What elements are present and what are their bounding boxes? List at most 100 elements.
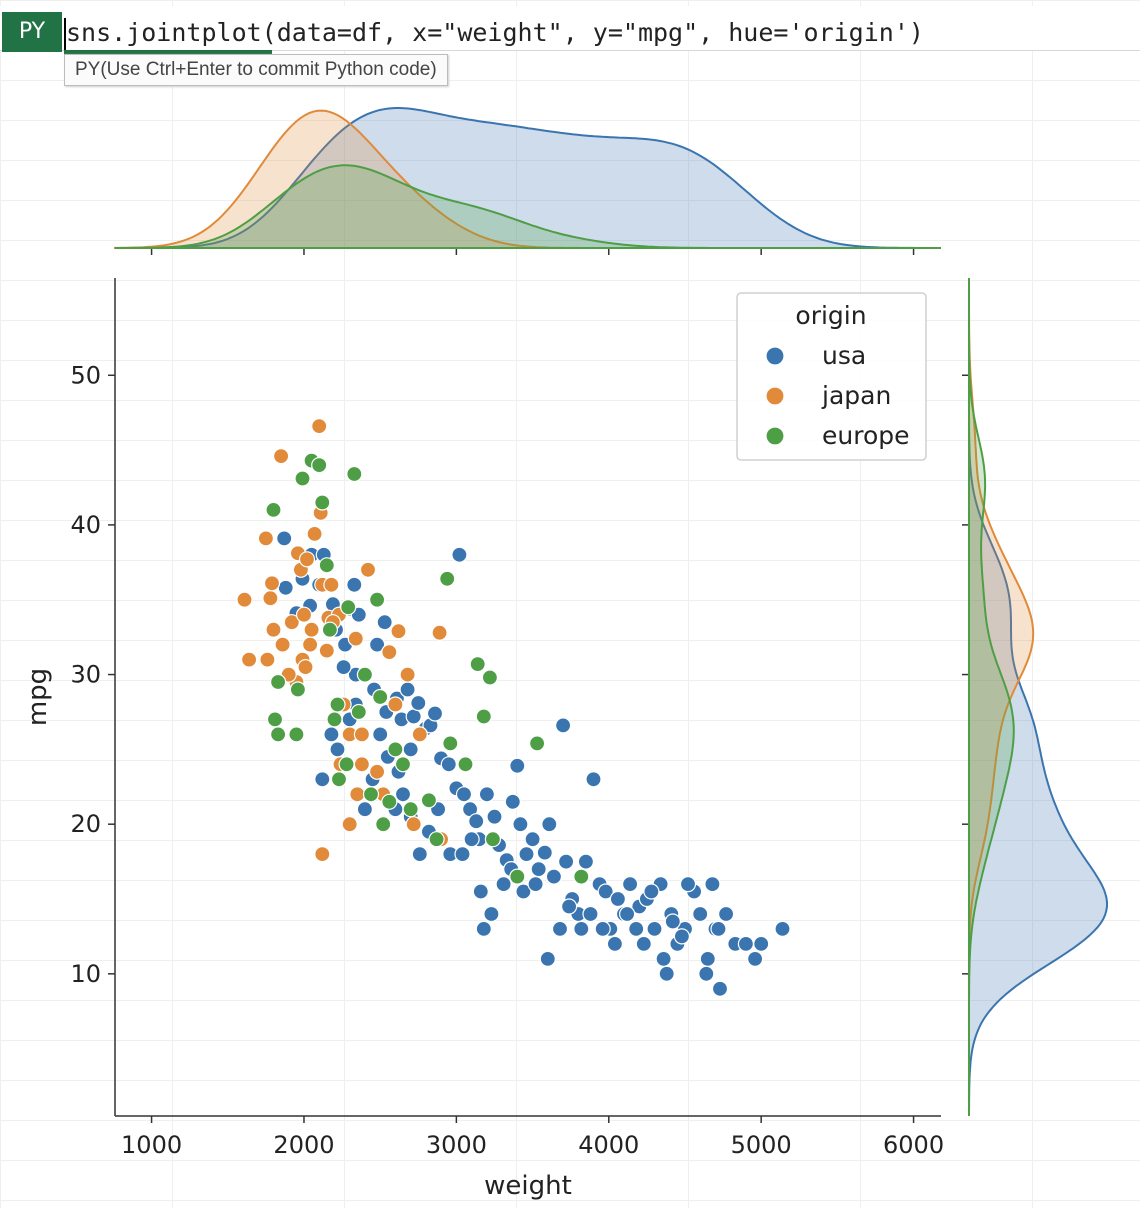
scatter-point-usa bbox=[472, 883, 489, 900]
y-axis-label: mpg bbox=[23, 668, 53, 726]
scatter-point-europe bbox=[439, 570, 456, 587]
scatter-point-usa bbox=[509, 757, 526, 774]
y-tick-label: 40 bbox=[70, 511, 101, 539]
python-code-input[interactable]: sns.jointplot(data=df, x="weight", y="mp… bbox=[66, 18, 924, 47]
scatter-point-japan bbox=[274, 636, 291, 653]
scatter-point-japan bbox=[353, 726, 370, 743]
scatter-point-japan bbox=[349, 786, 366, 803]
y-tick-label: 50 bbox=[70, 361, 101, 389]
python-mode-badge[interactable]: PY bbox=[2, 12, 62, 52]
scatter-point-usa bbox=[504, 793, 521, 810]
scatter-point-usa bbox=[655, 950, 672, 968]
scatter-point-usa bbox=[664, 913, 681, 930]
scatter-point-europe bbox=[484, 831, 501, 848]
y-tick-label: 30 bbox=[70, 661, 101, 689]
text-caret bbox=[64, 18, 66, 50]
legend-title: origin bbox=[795, 301, 866, 330]
scatter-point-usa bbox=[451, 546, 468, 563]
scatter-point-japan bbox=[405, 816, 422, 833]
scatter-point-japan bbox=[241, 651, 258, 668]
scatter-point-usa bbox=[335, 658, 352, 676]
scatter-point-usa bbox=[440, 756, 457, 773]
scatter-point-usa bbox=[411, 845, 428, 863]
legend-marker-usa bbox=[765, 346, 785, 366]
scatter-point-usa bbox=[399, 681, 416, 698]
scatter-point-usa bbox=[560, 898, 578, 915]
scatter-point-usa bbox=[426, 705, 444, 722]
scatter-point-japan bbox=[318, 642, 335, 659]
top-kde-europe bbox=[115, 164, 941, 249]
scatter-point-usa bbox=[276, 530, 293, 547]
scatter-point-japan bbox=[381, 643, 398, 661]
scatter-point-usa bbox=[557, 853, 575, 870]
scatter-point-japan bbox=[259, 651, 276, 668]
scatter-point-europe bbox=[314, 494, 331, 511]
scatter-point-usa bbox=[679, 875, 697, 893]
scatter-point-europe bbox=[375, 816, 392, 833]
scatter-point-japan bbox=[411, 726, 428, 743]
scatter-point-usa bbox=[277, 579, 294, 596]
scatter-point-japan bbox=[262, 590, 279, 607]
legend-marker-europe bbox=[765, 426, 785, 446]
scatter-point-japan bbox=[283, 614, 300, 631]
scatter-point-usa bbox=[692, 905, 709, 923]
scatter-point-usa bbox=[530, 860, 547, 878]
y-tick-label: 10 bbox=[70, 960, 101, 988]
scatter-point-usa bbox=[573, 920, 590, 938]
scatter-point-usa bbox=[635, 935, 652, 953]
scatter-point-europe bbox=[369, 591, 386, 608]
scatter-point-europe bbox=[381, 793, 398, 810]
scatter-point-usa bbox=[594, 920, 611, 938]
scatter-point-usa bbox=[346, 576, 363, 593]
scatter-point-usa bbox=[512, 816, 529, 833]
scatter-point-japan bbox=[236, 591, 253, 608]
scatter-point-europe bbox=[350, 703, 367, 721]
scatter-point-usa bbox=[673, 928, 691, 945]
scatter-point-usa bbox=[609, 890, 627, 908]
scatter-point-japan bbox=[353, 756, 370, 773]
scatter-point-europe bbox=[469, 655, 486, 673]
scatter-point-japan bbox=[314, 845, 331, 863]
scatter-point-usa bbox=[577, 853, 595, 870]
scatter-point-usa bbox=[711, 980, 729, 997]
scatter-point-europe bbox=[356, 666, 373, 683]
y-tick-label: 20 bbox=[70, 810, 101, 838]
scatter-point-usa bbox=[518, 845, 535, 863]
scatter-point-japan bbox=[399, 666, 416, 683]
top-kde-usa bbox=[115, 107, 941, 249]
scatter-point-usa bbox=[402, 741, 419, 758]
scatter-point-usa bbox=[699, 950, 716, 968]
scatter-point-usa bbox=[483, 905, 500, 923]
scatter-point-usa bbox=[463, 831, 480, 848]
x-tick-label: 1000 bbox=[121, 1131, 182, 1159]
scatter-point-usa bbox=[323, 726, 340, 743]
scatter-point-usa bbox=[515, 883, 532, 900]
x-tick-label: 3000 bbox=[426, 1131, 487, 1159]
x-tick-label: 6000 bbox=[883, 1131, 944, 1159]
scatter-point-europe bbox=[428, 831, 445, 848]
scatter-point-japan bbox=[257, 530, 274, 547]
scatter-point-usa bbox=[628, 920, 645, 938]
scatter-point-usa bbox=[369, 636, 386, 653]
scatter-point-usa bbox=[527, 875, 544, 893]
x-tick-label: 4000 bbox=[578, 1131, 639, 1159]
scatter-point-japan bbox=[297, 658, 314, 676]
scatter-point-usa bbox=[646, 920, 663, 938]
x-axis-label: weight bbox=[484, 1171, 572, 1201]
scatter-point-usa bbox=[314, 771, 331, 788]
scatter-point-usa bbox=[618, 905, 636, 923]
scatter-point-japan bbox=[265, 621, 282, 638]
scatter-point-europe bbox=[270, 673, 287, 691]
scatter-point-japan bbox=[341, 816, 358, 833]
scatter-point-usa bbox=[774, 920, 791, 938]
scatter-point-europe bbox=[294, 470, 311, 487]
scatter-point-usa bbox=[658, 965, 675, 982]
scatter-point-usa bbox=[394, 786, 412, 803]
scatter-point-usa bbox=[545, 868, 563, 885]
right-kde-europe bbox=[968, 278, 1015, 1116]
scatter-point-usa bbox=[541, 816, 558, 833]
scatter-point-europe bbox=[362, 786, 380, 803]
x-tick-label: 2000 bbox=[273, 1131, 334, 1159]
scatter-points bbox=[236, 418, 791, 997]
scatter-point-usa bbox=[495, 875, 512, 893]
